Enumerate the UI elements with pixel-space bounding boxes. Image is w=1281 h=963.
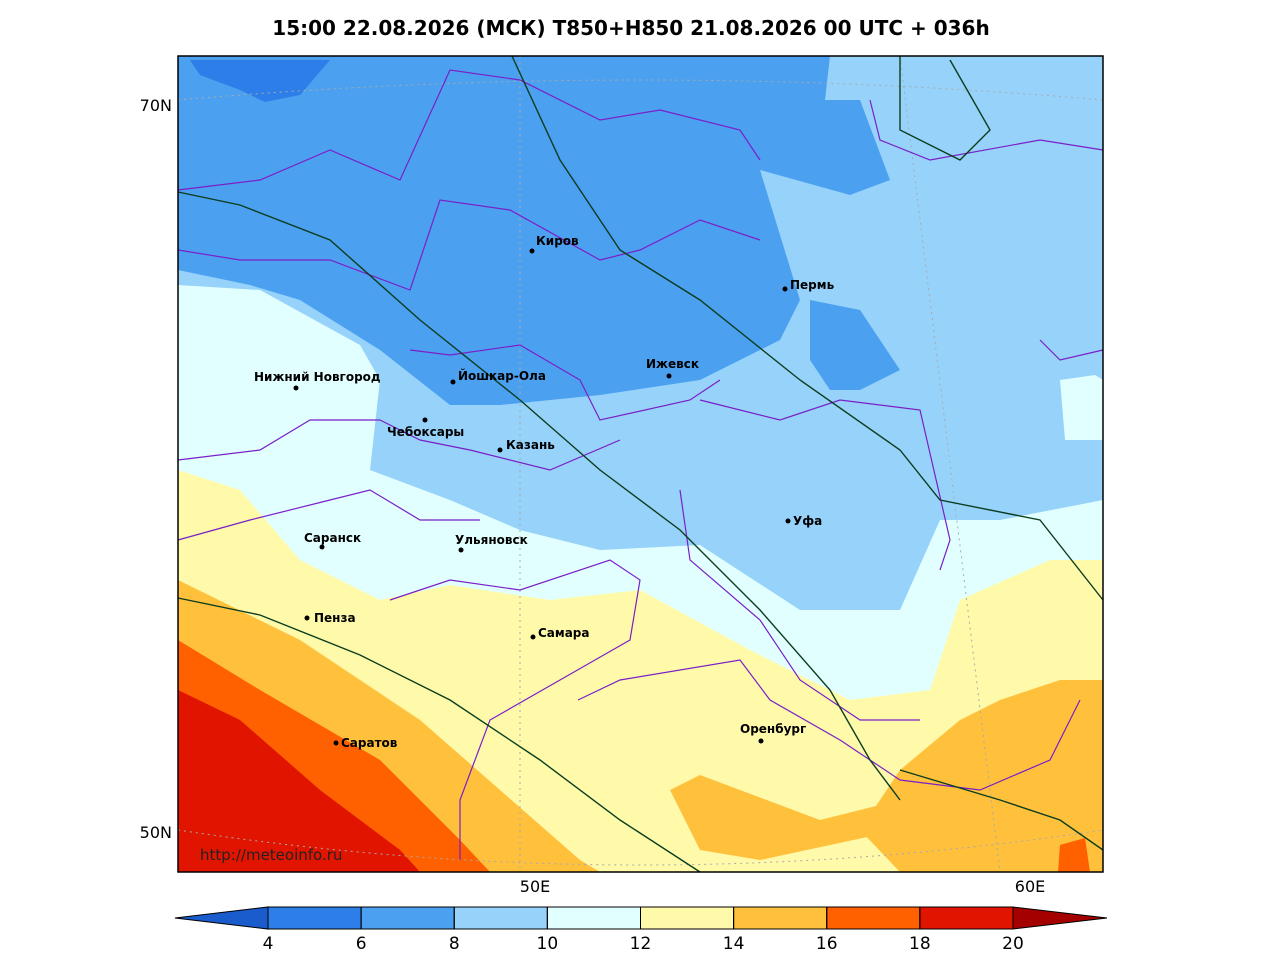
city-dot [785, 518, 791, 524]
colorbar-tick-label: 8 [449, 934, 460, 954]
city-dot [304, 615, 310, 621]
city-label: Киров [536, 234, 579, 248]
city-dot [497, 447, 503, 453]
city-label: Ульяновск [455, 533, 528, 547]
lon-label: 50E [520, 877, 550, 896]
region-borders [177, 69, 1104, 860]
city-dot [450, 379, 456, 385]
field-6-8 [178, 56, 890, 405]
city-label: Пермь [790, 278, 835, 292]
colorbar-tick-label: 16 [816, 934, 838, 954]
colorbar-under [174, 906, 269, 930]
city-dot [319, 544, 325, 550]
city-label: Оренбург [740, 722, 806, 736]
colorbar-tick-label: 10 [537, 934, 559, 954]
height-contours [177, 55, 1104, 873]
field-6-8 [810, 300, 900, 390]
field-4-6 [190, 60, 330, 102]
city-label: Нижний Новгород [254, 370, 381, 384]
colorbar-bin [640, 906, 735, 930]
colorbar-tick-label: 14 [723, 934, 745, 954]
city-label: Пенза [314, 611, 356, 625]
colorbar-bin [453, 906, 548, 930]
colorbar-tick-label: 12 [630, 934, 652, 954]
field-14-16 [860, 680, 1103, 872]
city-label: Уфа [793, 514, 822, 528]
map-frame [177, 55, 1104, 873]
colorbar-tick-label: 18 [909, 934, 931, 954]
colorbar-bin [826, 906, 921, 930]
city-label: Саратов [341, 736, 398, 750]
colorbar-tick-label: 20 [1002, 934, 1024, 954]
city-dot [666, 373, 672, 379]
city-label: Саранск [304, 531, 361, 545]
city-dot [458, 547, 464, 553]
city-dot [422, 417, 428, 423]
city-label: Казань [506, 438, 555, 452]
colorbar-bin [267, 906, 362, 930]
city-dot [529, 248, 535, 254]
city-dot [293, 385, 299, 391]
field-10-12 [1060, 375, 1103, 440]
city-label: Йошкар-Ола [458, 368, 546, 383]
map: Киров Пермь Нижний Новгород Йошкар-Ола И… [177, 55, 1104, 873]
city-dot [782, 286, 788, 292]
field-14-16 [670, 775, 900, 860]
city-dot [333, 740, 339, 746]
city-label: Чебоксары [387, 425, 464, 439]
colorbar-tick-label: 6 [356, 934, 367, 954]
city-label: Самара [538, 626, 590, 640]
colorbar-bin [919, 906, 1014, 930]
colorbar-over [1012, 906, 1108, 930]
lat-label: 50N [140, 823, 172, 842]
field-16-18 [1058, 838, 1090, 872]
city-dot [530, 634, 536, 640]
city-dot [758, 738, 764, 744]
field-18-20 [178, 690, 420, 872]
colorbar: 4 6 8 10 12 14 16 18 20 [174, 906, 1108, 954]
title: 15:00 22.08.2026 (МСК) T850+H850 21.08.2… [272, 16, 989, 40]
graticule [177, 55, 1104, 873]
colorbar-bin [546, 906, 641, 930]
lat-label: 70N [140, 96, 172, 115]
colorbar-bin [733, 906, 828, 930]
lon-label: 60E [1015, 877, 1045, 896]
city-label: Ижевск [646, 357, 699, 371]
colorbar-tick-label: 4 [263, 934, 274, 954]
watermark: http://meteoinfo.ru [200, 846, 342, 864]
colorbar-bin [360, 906, 455, 930]
